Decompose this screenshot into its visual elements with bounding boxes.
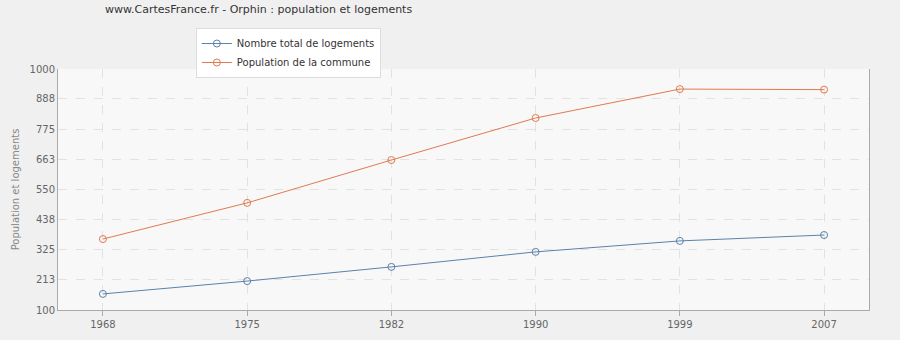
svg-text:888: 888 <box>36 93 55 104</box>
svg-text:1990: 1990 <box>523 319 548 330</box>
svg-text:Nombre total de logements: Nombre total de logements <box>237 38 374 49</box>
svg-text:325: 325 <box>36 244 55 255</box>
svg-text:663: 663 <box>36 154 55 165</box>
svg-text:1982: 1982 <box>379 319 404 330</box>
svg-text:1000: 1000 <box>30 64 55 75</box>
svg-text:1999: 1999 <box>667 319 692 330</box>
svg-text:213: 213 <box>36 274 55 285</box>
svg-text:2007: 2007 <box>811 319 836 330</box>
svg-text:Population de la commune: Population de la commune <box>237 57 370 68</box>
svg-text:550: 550 <box>36 184 55 195</box>
svg-text:100: 100 <box>36 305 55 316</box>
svg-text:1968: 1968 <box>90 319 115 330</box>
svg-text:Population et logements: Population et logements <box>10 129 21 251</box>
svg-text:438: 438 <box>36 214 55 225</box>
svg-text:775: 775 <box>36 124 55 135</box>
svg-text:www.CartesFrance.fr - Orphin :: www.CartesFrance.fr - Orphin : populatio… <box>105 3 412 16</box>
svg-text:1975: 1975 <box>234 319 259 330</box>
